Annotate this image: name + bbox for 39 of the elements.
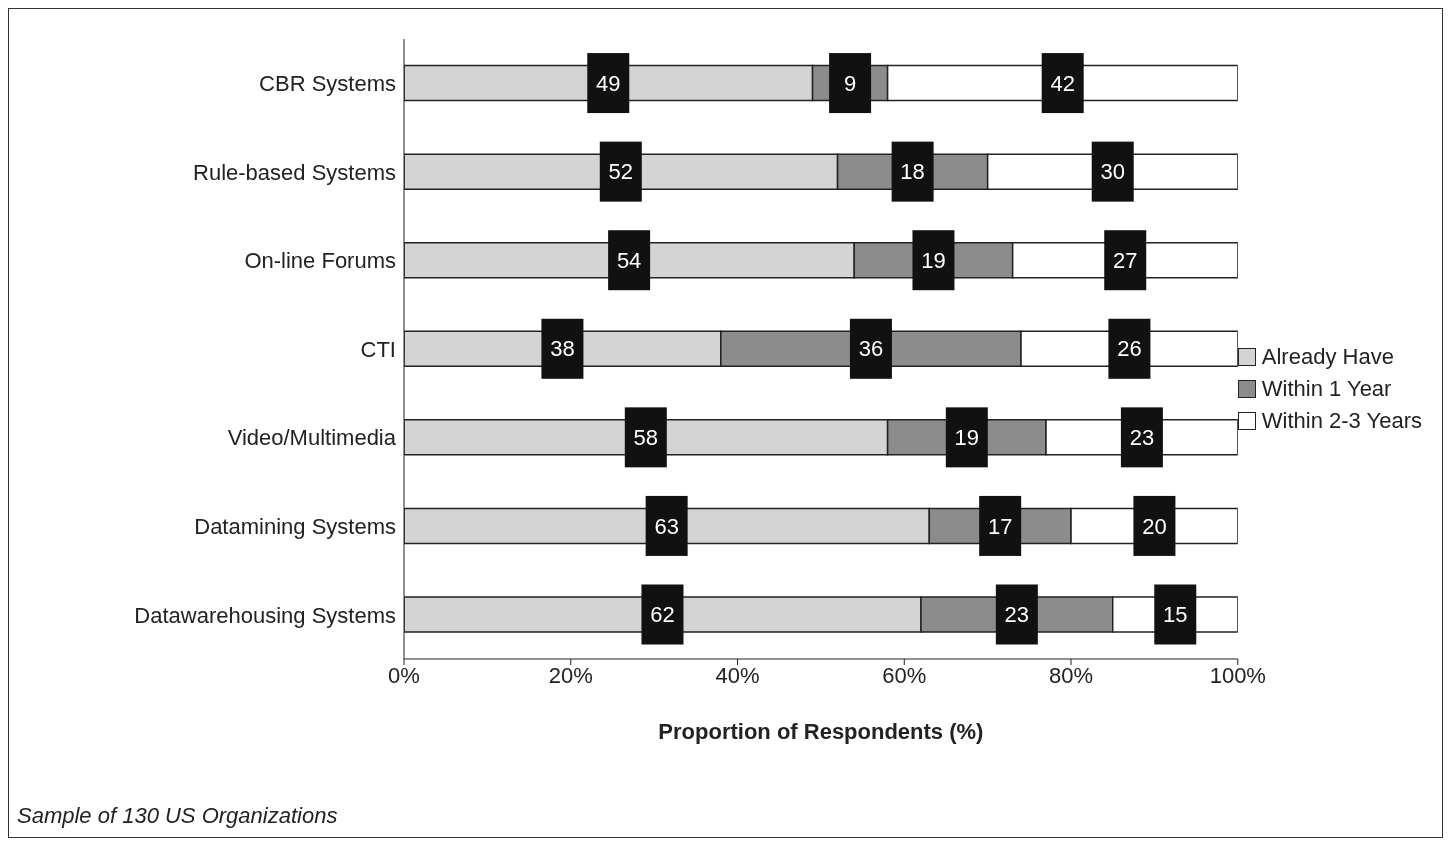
data-label: 19 — [921, 247, 946, 273]
legend-label: Within 1 Year — [1261, 376, 1392, 402]
x-tick-label: 100% — [1209, 662, 1266, 688]
data-label: 26 — [1117, 336, 1142, 362]
data-label: 15 — [1163, 602, 1188, 628]
data-label: 54 — [616, 247, 642, 273]
y-tick-label: Rule-based Systems — [193, 159, 396, 185]
y-tick-label: Datamining Systems — [194, 513, 396, 539]
legend-label: Within 2-3 Years — [1261, 408, 1422, 434]
x-tick-label: 0% — [388, 662, 420, 688]
data-label: 27 — [1112, 247, 1138, 273]
y-tick-label: On-line Forums — [244, 248, 396, 274]
data-label: 38 — [550, 336, 575, 362]
x-tick-label: 80% — [1049, 662, 1094, 688]
text: Sample of 130 US Organizations — [17, 803, 338, 829]
data-label: 49 — [596, 70, 621, 96]
legend-label: Already Have — [1261, 344, 1394, 370]
data-label: 19 — [954, 425, 980, 451]
data-label: 23 — [1004, 602, 1030, 628]
data-label: 42 — [1050, 70, 1075, 96]
y-tick-label: Datawarehousing Systems — [134, 602, 396, 628]
x-tick-label: 60% — [882, 662, 927, 688]
data-label: 63 — [654, 513, 679, 539]
x-tick-label: 20% — [548, 662, 593, 688]
data-label: 62 — [650, 602, 675, 628]
data-label: 52 — [608, 159, 634, 185]
y-tick-label: CBR Systems — [259, 71, 396, 97]
y-tick-label: Video/Multimedia — [227, 425, 397, 451]
x-tick-label: 40% — [715, 662, 760, 688]
x-axis-title: Proportion of Respondents (%) — [658, 719, 984, 744]
data-label: 36 — [858, 336, 884, 362]
y-tick-label: CTI — [360, 336, 396, 362]
data-label: 58 — [633, 425, 659, 451]
data-label: 30 — [1100, 159, 1125, 185]
data-label: 23 — [1129, 425, 1155, 451]
data-label: 17 — [987, 513, 1013, 539]
data-label: 20 — [1142, 513, 1167, 539]
data-label: 18 — [900, 159, 925, 185]
data-label: 9 — [843, 70, 857, 96]
